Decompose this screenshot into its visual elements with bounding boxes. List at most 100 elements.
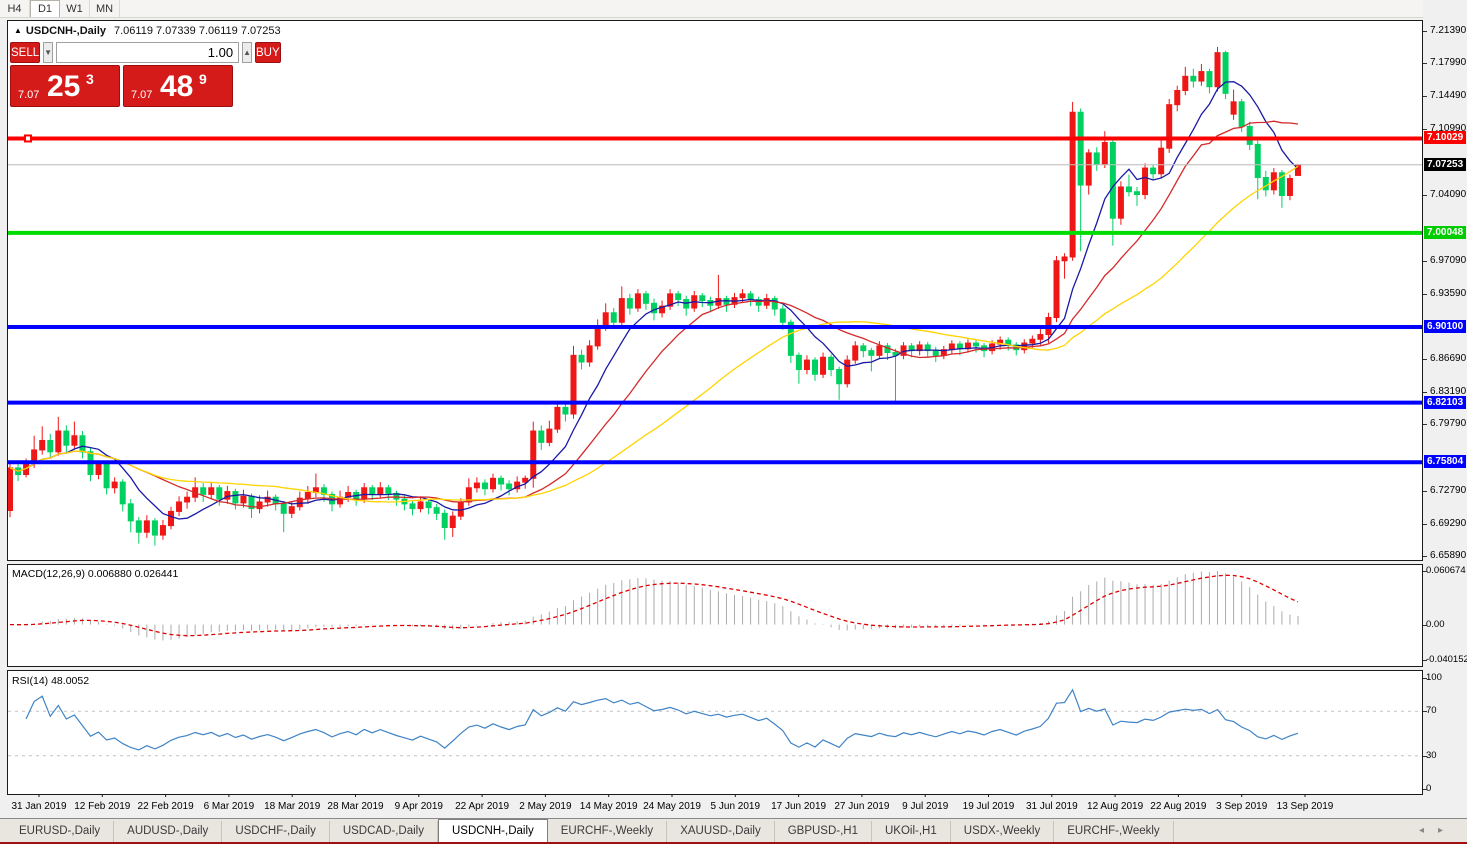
- date-label: 18 Mar 2019: [264, 801, 321, 812]
- tab-eurchf-weekly[interactable]: EURCHF-,Weekly: [548, 821, 668, 842]
- candle: [176, 501, 183, 512]
- candle: [1262, 177, 1269, 191]
- candle: [771, 298, 778, 310]
- candle: [256, 501, 263, 510]
- candle: [876, 345, 883, 356]
- candle: [570, 354, 577, 415]
- chart-canvas[interactable]: [7, 0, 1423, 797]
- candle: [481, 482, 488, 490]
- tabs-scroll-left-icon[interactable]: ◂: [1418, 825, 1438, 836]
- price-tick-label: 6.72790: [1430, 485, 1467, 496]
- date-label: 17 Jun 2019: [771, 801, 827, 812]
- candle: [787, 321, 794, 356]
- price-tick-label: 7.21390: [1430, 25, 1467, 36]
- sell-price-button[interactable]: 7.07 25 3: [10, 65, 120, 107]
- candle: [111, 481, 118, 489]
- volume-increase-icon[interactable]: ▲: [242, 42, 252, 63]
- timeframe-mn[interactable]: MN: [90, 0, 121, 17]
- tab-usdcnh-daily[interactable]: USDCNH-,Daily: [437, 819, 548, 842]
- candle: [1037, 334, 1044, 340]
- tab-eurchf-weekly[interactable]: EURCHF-,Weekly: [1054, 821, 1174, 842]
- tab-eurusd-daily[interactable]: EURUSD-,Daily: [6, 821, 115, 842]
- buy-price-prefix: 7.07: [131, 89, 153, 101]
- date-label: 6 Mar 2019: [203, 801, 255, 812]
- date-label: 9 Jul 2019: [902, 801, 949, 812]
- tab-audusd-daily[interactable]: AUDUSD-,Daily: [114, 821, 223, 842]
- candle: [1246, 125, 1253, 145]
- candle: [1134, 191, 1140, 196]
- buy-price-button[interactable]: 7.07 48 9: [123, 65, 233, 107]
- price-tag-7.00048: 7.00048: [1424, 226, 1467, 239]
- ma-fast-line: [9, 81, 1299, 520]
- price-axis: 7.21390 7.17990 7.14490 7.10990 7.04090 6.970…: [1423, 0, 1467, 797]
- candle: [699, 295, 706, 301]
- candle: [932, 350, 939, 356]
- candle: [626, 298, 633, 309]
- macd-tick: [1423, 571, 1427, 572]
- price-tick-label: 6.97090: [1430, 255, 1467, 266]
- date-label: 2 May 2019: [519, 801, 572, 812]
- tab-usdchf-daily[interactable]: USDCHF-,Daily: [222, 821, 330, 842]
- price-tick-label: 6.69290: [1430, 518, 1467, 529]
- candle: [159, 525, 166, 536]
- candle: [1286, 177, 1293, 196]
- candle: [554, 406, 561, 430]
- tab-xauusd-daily[interactable]: XAUUSD-,Daily: [667, 821, 775, 842]
- candle: [1214, 52, 1221, 88]
- tab-ukoil-h1[interactable]: UKOil-,H1: [872, 821, 951, 842]
- tab-usdcad-daily[interactable]: USDCAD-,Daily: [330, 821, 438, 842]
- candle: [1254, 143, 1261, 179]
- candle: [304, 492, 311, 499]
- hline-handle[interactable]: [24, 134, 32, 143]
- candle: [441, 512, 448, 529]
- candle: [151, 520, 158, 536]
- tab-usdx-weekly[interactable]: USDX-,Weekly: [951, 821, 1055, 842]
- candle: [1158, 147, 1165, 175]
- buy-button[interactable]: BUY: [254, 42, 281, 63]
- candle: [63, 430, 70, 446]
- price-tick: [1423, 261, 1427, 262]
- candle: [860, 345, 867, 352]
- date-label: 3 Sep 2019: [1216, 801, 1268, 812]
- volume-input[interactable]: [56, 42, 240, 63]
- price-tick: [1423, 63, 1427, 64]
- candle: [184, 496, 191, 503]
- volume-decrease-icon[interactable]: ▼: [43, 42, 54, 63]
- timeframe-w1[interactable]: W1: [60, 0, 90, 17]
- candle: [538, 430, 545, 443]
- candle: [803, 359, 810, 371]
- price-tick: [1423, 294, 1427, 295]
- candle: [1142, 167, 1149, 196]
- tabs-scroll-right-icon[interactable]: ▸: [1437, 825, 1457, 836]
- candle: [852, 345, 859, 361]
- rsi-tick: [1423, 678, 1427, 679]
- candle: [973, 342, 979, 347]
- tab-gbpusd-h1[interactable]: GBPUSD-,H1: [775, 821, 872, 842]
- timeframe-d1[interactable]: D1: [30, 0, 60, 17]
- price-tick: [1423, 491, 1427, 492]
- candle: [892, 352, 899, 356]
- candle: [586, 345, 593, 363]
- collapse-icon[interactable]: ▲: [14, 26, 22, 35]
- timeframe-h4[interactable]: H4: [0, 0, 30, 17]
- candle: [71, 435, 78, 446]
- rsi-label: RSI(14) 48.0052: [12, 675, 90, 687]
- candle: [610, 312, 617, 323]
- candle: [369, 487, 376, 495]
- price-tag-6.75804: 6.75804: [1424, 455, 1467, 468]
- candle: [280, 503, 287, 514]
- candle: [530, 430, 537, 479]
- candle: [103, 463, 110, 489]
- candle: [1061, 256, 1068, 262]
- price-tick-label: 6.83190: [1430, 386, 1467, 397]
- price-tick: [1423, 195, 1427, 196]
- candle: [296, 497, 303, 508]
- candle: [578, 354, 585, 363]
- candle: [763, 298, 770, 306]
- candle: [1174, 89, 1181, 106]
- price-tick: [1423, 392, 1427, 393]
- sell-button[interactable]: SELL: [10, 42, 41, 63]
- candle: [288, 506, 295, 514]
- sell-price-point: 3: [86, 71, 94, 87]
